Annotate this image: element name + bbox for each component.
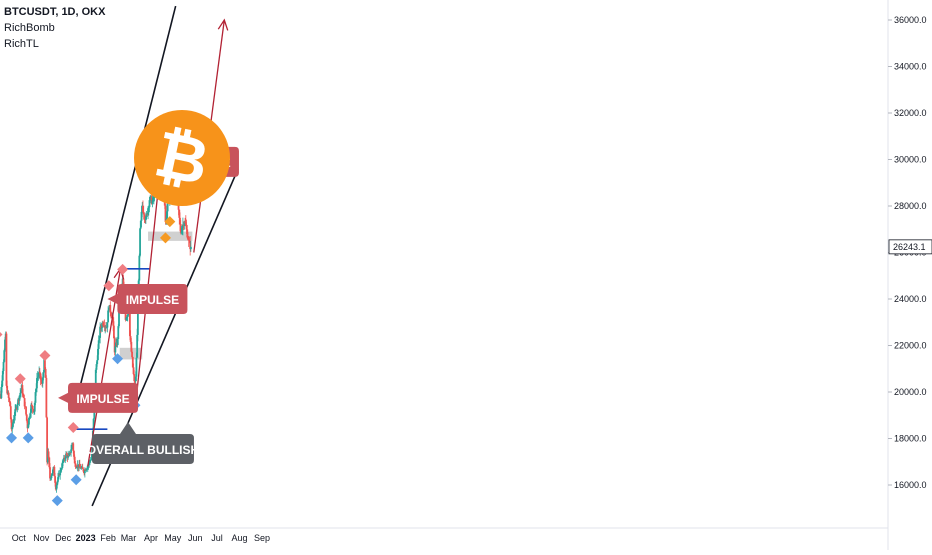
candle-body: [190, 247, 192, 249]
candle-body: [3, 350, 5, 362]
y-tick-label: 16000.0: [894, 480, 927, 490]
candle-body: [51, 475, 53, 478]
y-tick-label: 30000.0: [894, 155, 927, 165]
candle-body: [23, 395, 25, 398]
candle-body: [137, 313, 139, 335]
y-tick-label: 34000.0: [894, 62, 927, 72]
signal-diamond-low: [23, 432, 34, 443]
candle: [139, 228, 141, 258]
chart-legend: BTCUSDT, 1D, OKX RichBomb RichTL: [4, 4, 105, 52]
signal-diamond-high: [117, 264, 128, 275]
x-tick-label: 2023: [76, 533, 96, 543]
callout-label: IMPULSE: [58, 383, 138, 413]
y-tick-label: 18000.0: [894, 434, 927, 444]
y-tick-label: 28000.0: [894, 201, 927, 211]
candle-body: [32, 406, 34, 409]
x-tick-label: May: [164, 533, 182, 543]
x-tick-label: Jul: [211, 533, 223, 543]
x-tick-label: Aug: [232, 533, 248, 543]
signal-diamond-high: [39, 350, 50, 361]
signal-diamond-high: [68, 422, 79, 433]
signal-diamond-high: [0, 329, 3, 340]
candle-body: [139, 228, 141, 255]
x-tick-label: Jun: [188, 533, 203, 543]
x-tick-label: Oct: [12, 533, 27, 543]
candle-body: [45, 378, 47, 418]
candle-body: [8, 393, 10, 398]
candle: [6, 332, 8, 388]
signal-diamond-high: [15, 373, 26, 384]
indicator-richbomb[interactable]: RichBomb: [4, 20, 105, 36]
signal-diamond-low: [6, 432, 17, 443]
symbol-title[interactable]: BTCUSDT, 1D, OKX: [4, 4, 105, 20]
range-zone: [148, 232, 192, 241]
signal-diamond-low: [71, 474, 82, 485]
x-tick-label: Dec: [55, 533, 72, 543]
x-tick-label: Feb: [100, 533, 116, 543]
candle-body: [10, 406, 12, 419]
x-tick-label: Sep: [254, 533, 270, 543]
callout-text: OVERALL BULLISH: [87, 443, 199, 457]
x-tick-label: Nov: [33, 533, 50, 543]
signal-diamond-low: [52, 495, 63, 506]
y-tick-label: 20000.0: [894, 387, 927, 397]
candle: [106, 322, 108, 332]
candle-body: [72, 443, 74, 451]
candle-body: [131, 352, 133, 357]
x-tick-label: Mar: [121, 533, 137, 543]
candle-body: [3, 362, 5, 371]
y-tick-label: 36000.0: [894, 15, 927, 25]
indicator-richtl[interactable]: RichTL: [4, 36, 105, 52]
candle-body: [96, 360, 98, 364]
x-tick-label: Apr: [144, 533, 158, 543]
y-tick-label: 32000.0: [894, 108, 927, 118]
candle-body: [48, 451, 50, 457]
last-price-label: 26243.1: [893, 242, 926, 252]
candle: [45, 375, 47, 417]
candle-body: [70, 449, 72, 452]
y-tick-label: 22000.0: [894, 341, 927, 351]
callout-label: OVERALL BULLISH: [87, 422, 199, 464]
candle-body: [136, 358, 138, 377]
candle-body: [8, 398, 10, 401]
y-tick-label: 24000.0: [894, 294, 927, 304]
bitcoin-logo-icon: ₿: [134, 110, 230, 206]
candle-body: [25, 406, 27, 414]
callout-label: IMPULSE: [107, 284, 187, 314]
candle-body: [106, 322, 108, 327]
callout-text: IMPULSE: [76, 392, 129, 406]
candle-body: [6, 334, 8, 386]
callout-text: IMPULSE: [126, 293, 179, 307]
